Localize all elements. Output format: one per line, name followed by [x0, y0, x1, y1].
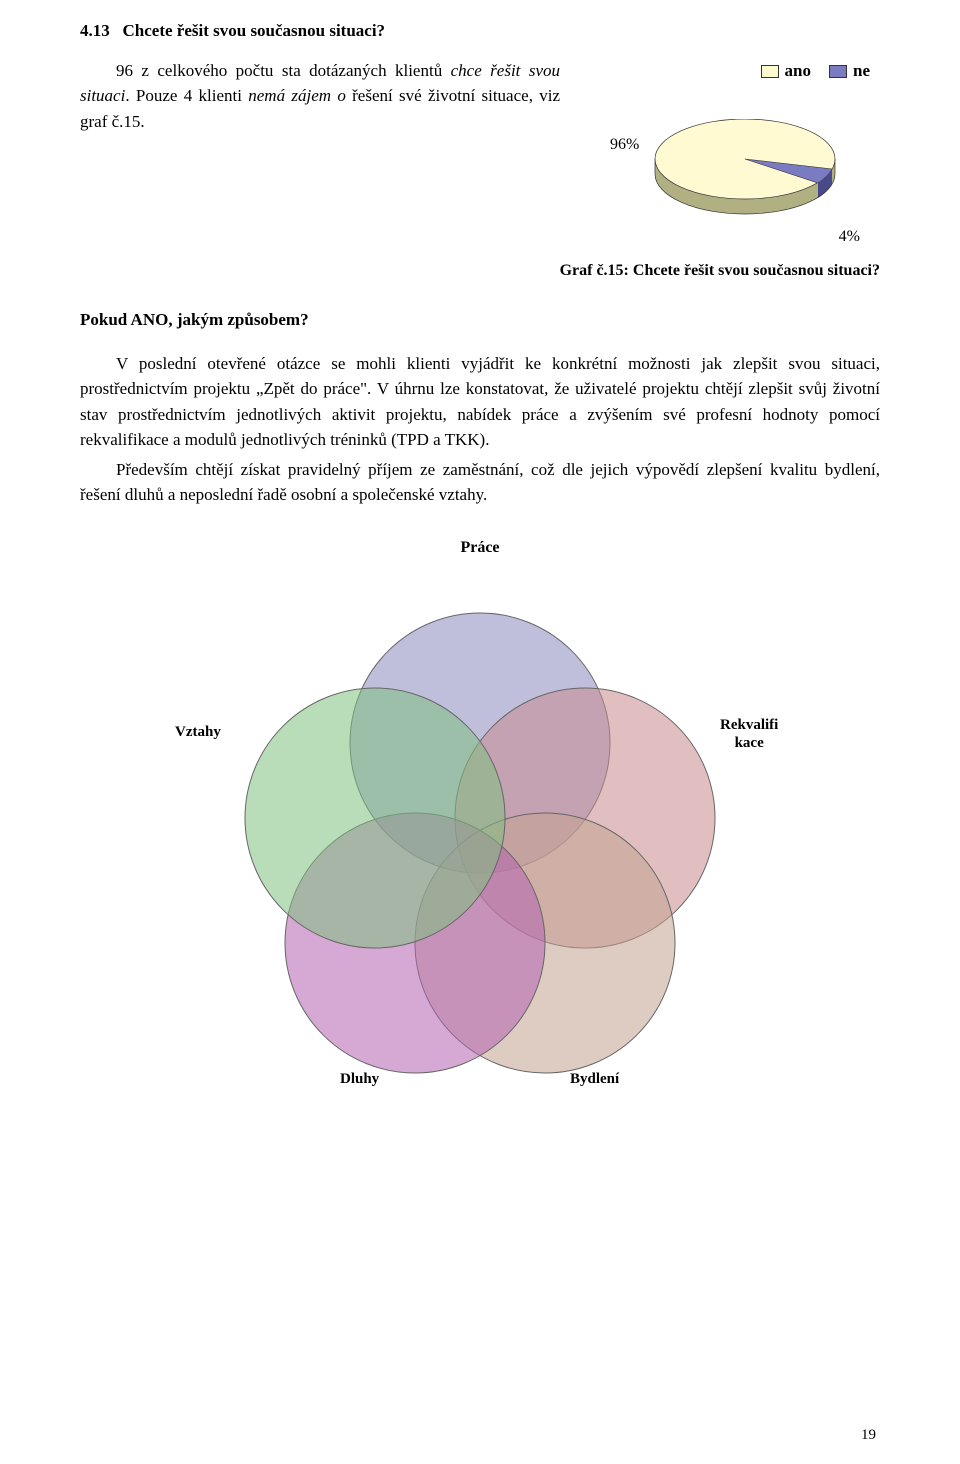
subheading-pokud-ano: Pokud ANO, jakým způsobem?: [80, 307, 880, 333]
legend-label-ne: ne: [853, 61, 870, 80]
intro-text-c: . Pouze 4 klienti: [125, 86, 248, 105]
body-paragraph-1: V poslední otevřené otázce se mohli klie…: [80, 351, 880, 453]
intro-text-column: 96 z celkového počtu sta dotázaných klie…: [80, 58, 560, 240]
pie-chart-column: ano ne 96% 4%: [580, 58, 880, 240]
pie-chart: 96% 4%: [600, 89, 860, 239]
venn-label-rekvalifikace-l1: Rekvalifi: [720, 717, 778, 733]
legend-swatch-ne: [829, 65, 847, 78]
page-number: 19: [861, 1424, 876, 1447]
section-heading: 4.13 Chcete řešit svou současnou situaci…: [80, 18, 880, 44]
pie-slice-label-4: 4%: [839, 225, 860, 249]
legend-swatch-ano: [761, 65, 779, 78]
venn-label-vztahy: Vztahy: [175, 723, 221, 741]
intro-paragraph: 96 z celkového počtu sta dotázaných klie…: [80, 58, 560, 135]
section-title-text: Chcete řešit svou současnou situaci?: [123, 21, 386, 40]
legend-label-ano: ano: [785, 61, 811, 80]
venn-label-rekvalifikace-l2: kace: [735, 735, 764, 751]
legend-item-ano: ano: [761, 58, 811, 84]
pie-svg: [650, 119, 840, 219]
venn-label-dluhy: Dluhy: [340, 1070, 379, 1088]
intro-text-a: 96 z celkového počtu sta dotázaných klie…: [116, 61, 451, 80]
pie-chart-caption: Graf č.15: Chcete řešit svou současnou s…: [80, 259, 880, 283]
intro-chart-row: 96 z celkového počtu sta dotázaných klie…: [80, 58, 880, 240]
legend-item-ne: ne: [829, 58, 870, 84]
venn-title: Práce: [80, 536, 880, 560]
section-number: 4.13: [80, 21, 110, 40]
venn-circles-group: [245, 613, 715, 1073]
venn-label-bydleni: Bydlení: [570, 1070, 619, 1088]
venn-svg: [130, 568, 830, 1098]
venn-diagram: Vztahy Rekvalifi kace Dluhy Bydlení: [130, 568, 830, 1098]
venn-circle-vztahy: [245, 688, 505, 948]
venn-label-rekvalifikace: Rekvalifi kace: [720, 716, 778, 752]
pie-legend: ano ne: [580, 58, 880, 84]
body-paragraph-2: Především chtějí získat pravidelný příje…: [80, 457, 880, 508]
intro-text-d: nemá zájem o: [248, 86, 346, 105]
pie-slice-label-96: 96%: [610, 133, 639, 157]
